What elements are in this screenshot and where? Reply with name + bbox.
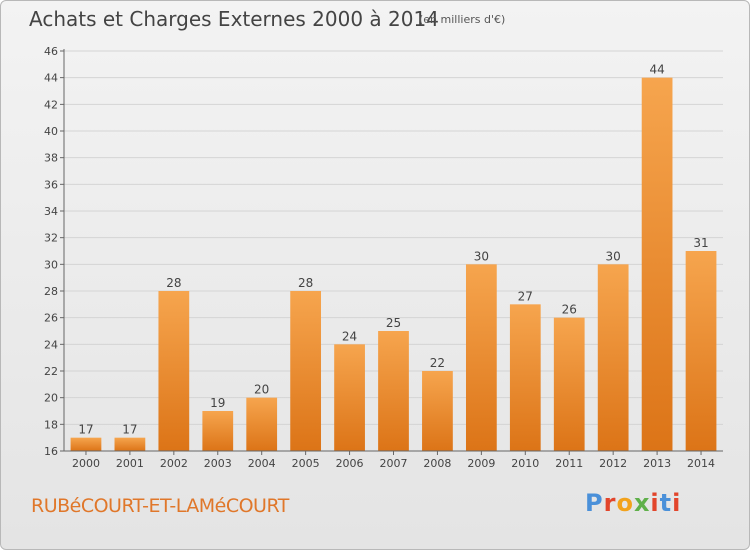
bar bbox=[246, 397, 278, 451]
bar bbox=[290, 291, 322, 451]
x-tick-label: 2003 bbox=[204, 457, 232, 470]
bar bbox=[202, 411, 234, 451]
chart-title: Achats et Charges Externes 2000 à 2014 bbox=[29, 7, 439, 31]
bars: 17 17 28 19 20 28 24 25 22 30 27 26 30 44 31 bbox=[70, 63, 717, 452]
data-label: 24 bbox=[342, 329, 357, 343]
bar bbox=[641, 77, 673, 452]
town-name: RUBéCOURT-ET-LAMéCOURT bbox=[31, 495, 289, 517]
y-tick-label: 22 bbox=[44, 365, 58, 378]
y-tick-label: 16 bbox=[44, 445, 58, 458]
x-tick-label: 2012 bbox=[599, 457, 627, 470]
data-label: 44 bbox=[649, 63, 664, 77]
bar bbox=[70, 437, 102, 451]
x-tick-label: 2004 bbox=[248, 457, 276, 470]
x-tick-label: 2013 bbox=[643, 457, 671, 470]
bar bbox=[422, 371, 453, 451]
data-label: 28 bbox=[166, 276, 181, 290]
data-label: 22 bbox=[430, 356, 445, 370]
y-tick-label: 18 bbox=[44, 418, 58, 431]
logo-letter: x bbox=[633, 489, 651, 517]
y-tick-label: 28 bbox=[44, 285, 58, 298]
data-label: 31 bbox=[693, 236, 708, 250]
data-label: 25 bbox=[386, 316, 401, 330]
bar bbox=[509, 304, 541, 451]
data-label: 30 bbox=[606, 249, 621, 263]
x-tick-label: 2002 bbox=[160, 457, 188, 470]
data-label: 17 bbox=[122, 423, 137, 437]
data-label: 19 bbox=[210, 396, 225, 410]
y-tick-label: 30 bbox=[44, 258, 58, 271]
x-tick-label: 2000 bbox=[72, 457, 100, 470]
y-tick-label: 42 bbox=[44, 98, 58, 111]
y-tick-label: 36 bbox=[44, 178, 58, 191]
bar bbox=[334, 344, 365, 451]
x-tick-label: 2008 bbox=[423, 457, 451, 470]
y-tick-label: 46 bbox=[44, 45, 58, 58]
bar bbox=[685, 251, 717, 451]
y-tick-label: 20 bbox=[44, 392, 58, 405]
data-label: 17 bbox=[78, 423, 93, 437]
x-tick-label: 2014 bbox=[687, 457, 715, 470]
x-tick-label: 2007 bbox=[380, 457, 408, 470]
bar bbox=[378, 331, 409, 451]
y-tick-label: 44 bbox=[44, 72, 58, 85]
x-tick-label: 2009 bbox=[467, 457, 495, 470]
x-tick-label: 2006 bbox=[336, 457, 364, 470]
data-label: 27 bbox=[518, 289, 533, 303]
y-tick-label: 32 bbox=[44, 232, 58, 245]
x-tick-label: 2011 bbox=[555, 457, 583, 470]
bar bbox=[553, 317, 585, 451]
y-tick-label: 34 bbox=[44, 205, 58, 218]
data-label: 26 bbox=[562, 303, 577, 317]
y-tick-label: 24 bbox=[44, 338, 58, 351]
y-tick-label: 40 bbox=[44, 125, 58, 138]
x-tick-label: 2010 bbox=[511, 457, 539, 470]
logo-letter: r bbox=[603, 489, 617, 517]
data-label: 30 bbox=[474, 249, 489, 263]
logo-letter: P bbox=[585, 489, 604, 517]
proxiti-logo[interactable]: Proxiti bbox=[585, 489, 681, 517]
bar bbox=[158, 291, 190, 451]
data-label: 28 bbox=[298, 276, 313, 290]
logo-letter: i bbox=[672, 489, 682, 517]
bar bbox=[114, 437, 146, 451]
logo-letter: t bbox=[659, 489, 673, 517]
logo-letter: o bbox=[616, 489, 634, 517]
bar bbox=[465, 264, 497, 451]
y-tick-label: 38 bbox=[44, 152, 58, 165]
bar bbox=[597, 264, 629, 451]
x-tick-label: 2005 bbox=[292, 457, 320, 470]
chart-unit: (en milliers d'€) bbox=[419, 13, 506, 26]
x-tick-label: 2001 bbox=[116, 457, 144, 470]
logo-letter: i bbox=[650, 489, 660, 517]
axes: 16 18 20 22 24 26 28 30 32 34 36 38 40 42 44 46 2000 2001… bbox=[44, 45, 723, 470]
data-label: 20 bbox=[254, 383, 269, 397]
y-tick-label: 26 bbox=[44, 312, 58, 325]
